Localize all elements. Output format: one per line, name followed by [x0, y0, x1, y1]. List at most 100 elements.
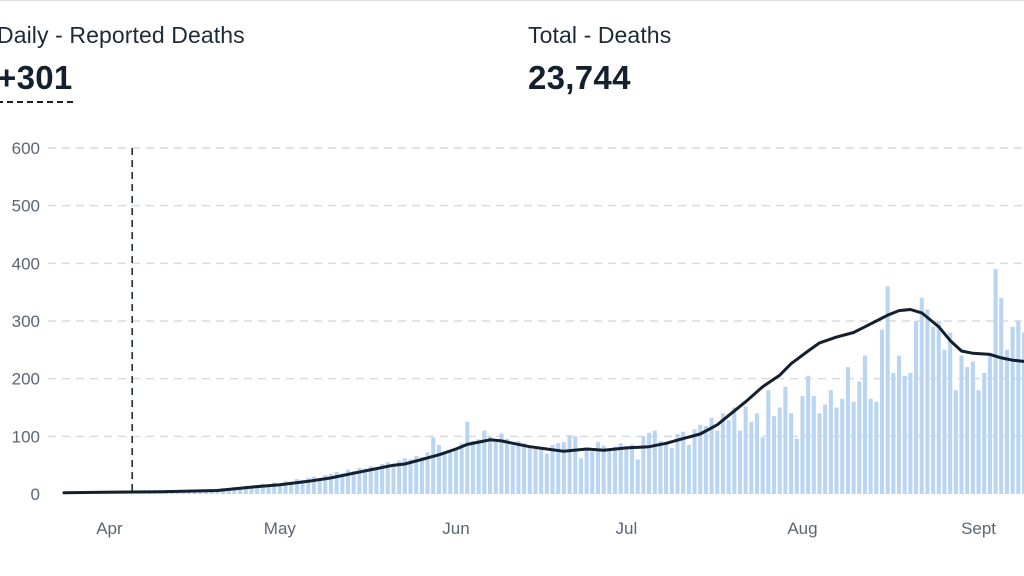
x-tick-label: Aug	[787, 519, 817, 538]
daily-deaths-value[interactable]: +301	[0, 59, 73, 103]
bar	[902, 375, 907, 494]
bar	[255, 485, 260, 494]
bar	[561, 442, 566, 494]
bar	[249, 486, 254, 494]
bar	[385, 462, 390, 494]
bar	[533, 449, 538, 494]
y-tick-label: 200	[12, 370, 40, 389]
bar	[300, 480, 305, 494]
bar	[567, 435, 572, 494]
bar	[743, 406, 748, 494]
bar	[414, 455, 419, 494]
bar	[965, 367, 970, 494]
bar	[419, 457, 424, 494]
bar	[925, 309, 930, 494]
y-tick-label: 400	[12, 254, 40, 273]
bar	[720, 413, 725, 494]
bar	[351, 470, 356, 494]
bar	[539, 447, 544, 494]
total-deaths-stat: Total - Deaths 23,744	[528, 22, 671, 97]
bar	[686, 444, 691, 494]
total-deaths-value: 23,744	[528, 59, 631, 96]
total-deaths-label: Total - Deaths	[528, 22, 672, 48]
bar	[976, 390, 981, 494]
bar	[328, 473, 334, 494]
bar	[436, 444, 441, 494]
bar	[709, 417, 714, 494]
bar	[618, 443, 623, 494]
x-tick-label: Sept	[961, 519, 996, 538]
bar	[698, 424, 703, 494]
bar	[936, 321, 941, 494]
bar	[493, 442, 498, 494]
bar	[970, 361, 975, 494]
bar	[681, 431, 686, 494]
bar	[931, 326, 936, 494]
bar	[959, 355, 964, 494]
bar	[896, 355, 902, 494]
bar	[573, 436, 578, 494]
bar	[470, 440, 476, 494]
bar	[334, 472, 339, 494]
x-tick-label: Apr	[96, 519, 123, 538]
bar	[289, 481, 294, 494]
bar	[862, 355, 867, 494]
bar	[510, 445, 515, 494]
bar	[277, 483, 282, 494]
bar	[692, 429, 697, 494]
bar	[908, 372, 913, 494]
bar	[783, 386, 788, 494]
bar	[772, 416, 777, 494]
bar	[817, 413, 822, 494]
bar	[323, 474, 328, 494]
bar	[311, 476, 316, 494]
bar	[953, 390, 958, 494]
y-tick-label: 600	[12, 139, 40, 158]
bar	[482, 430, 487, 494]
bar	[317, 479, 322, 494]
bar	[828, 390, 833, 494]
bar	[885, 286, 890, 494]
bar	[982, 372, 987, 494]
bar	[238, 487, 243, 494]
bar	[845, 367, 850, 494]
bar	[516, 440, 521, 494]
bar	[243, 485, 248, 494]
bar	[1004, 349, 1010, 494]
bar	[380, 464, 385, 494]
bar	[612, 446, 618, 494]
bar	[459, 443, 464, 494]
bar	[760, 437, 765, 494]
bar	[294, 479, 299, 494]
bar	[857, 381, 862, 494]
x-tick-label: May	[264, 519, 297, 538]
bar	[823, 404, 828, 494]
bar	[601, 445, 606, 494]
bar	[164, 492, 169, 494]
bar	[368, 466, 373, 494]
bar	[505, 438, 510, 494]
bar	[374, 467, 379, 494]
bar	[754, 413, 760, 494]
bar	[635, 459, 640, 494]
bar	[879, 329, 885, 494]
bar	[703, 425, 708, 494]
bar	[624, 447, 629, 494]
bar	[595, 442, 601, 494]
bar	[652, 430, 657, 494]
bar	[715, 430, 720, 494]
bar	[425, 452, 430, 494]
y-tick-label: 300	[12, 312, 40, 331]
bar	[658, 440, 663, 494]
daily-deaths-stat: Daily - Reported Deaths +301	[0, 22, 245, 103]
bar	[448, 450, 453, 494]
bar	[487, 436, 493, 494]
bar	[306, 477, 311, 494]
bar	[806, 375, 811, 494]
bar	[1021, 332, 1024, 494]
bar	[453, 447, 458, 494]
bar	[391, 465, 396, 494]
bar	[732, 407, 737, 494]
bar	[408, 459, 413, 494]
bar	[675, 434, 680, 494]
